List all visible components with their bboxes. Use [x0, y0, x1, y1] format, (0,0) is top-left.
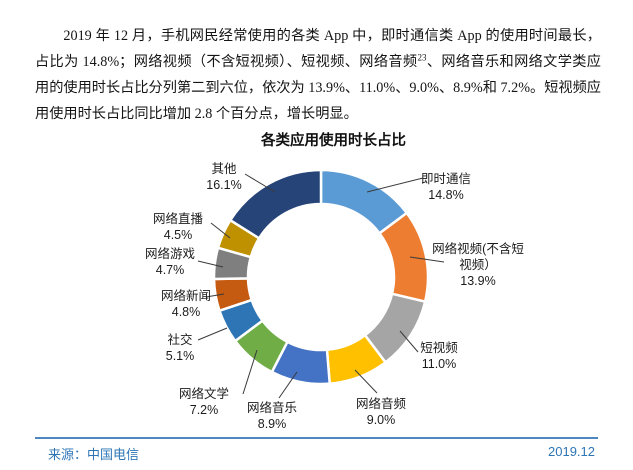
slice-label-percent: 4.5% [163, 228, 193, 242]
slice-label-name: 网络音频 [355, 397, 406, 411]
slice-label-percent: 11.0% [421, 357, 457, 371]
slice-label-name: 社交 [167, 333, 193, 347]
slice-label-percent: 13.9% [460, 274, 496, 288]
slice-label: 网络文学 7.2% [129, 386, 279, 418]
paragraph-superscript: 23 [417, 52, 427, 63]
leader-line [242, 349, 258, 395]
slice-label-percent: 4.8% [171, 305, 201, 319]
slice-label-percent: 8.9% [257, 417, 287, 431]
slice-label: 短视频 11.0% [364, 340, 514, 372]
leader-line [205, 293, 225, 298]
footer-source: 来源：中国电信 [48, 447, 140, 462]
leader-lines [197, 173, 445, 399]
report-paragraph: 2019 年 12 月，手机网民经常使用的各类 App 中，即时通信类 App … [35, 23, 601, 127]
slice-label-percent: 7.2% [189, 403, 219, 417]
slice-label-name: 网络游戏 [144, 247, 195, 261]
leader-line [366, 177, 424, 193]
slice-label: 网络音频 9.0% [306, 396, 456, 428]
slice-label-name: 其他 [211, 162, 237, 176]
slice-label-name: 即时通信 [420, 172, 471, 186]
slice-label-percent: 4.7% [155, 263, 185, 277]
slice-label: 其他 16.1% [149, 161, 299, 193]
slice-label: 网络视频(不含短 视频） 13.9% [403, 241, 553, 289]
slice-label-name: 网络视频(不含短 [432, 242, 524, 256]
paragraph-text-2: 、网络音乐和网络文学类应用的使用时长占比分列第二到六位，依次为 13.9%、11… [35, 54, 601, 123]
donut-slices [212, 168, 430, 386]
leader-line [197, 260, 224, 268]
leader-line [210, 222, 231, 239]
slice-label: 网络游戏 4.7% [95, 246, 245, 278]
slice-label-name: 短视频 [420, 341, 458, 355]
slice-label: 网络直播 4.5% [103, 211, 253, 243]
paragraph-text-1: 2019 年 12 月，手机网民经常使用的各类 App 中，即时通信类 App … [35, 28, 601, 71]
leader-line [278, 371, 298, 399]
leader-line [197, 327, 228, 341]
slice-label-name: 视频） [459, 258, 497, 272]
slice-label: 社交 5.1% [105, 332, 255, 364]
leader-line [244, 173, 276, 193]
leader-line [354, 369, 378, 394]
donut-slice [228, 168, 323, 240]
footer-rule [35, 437, 598, 439]
slice-label-percent: 16.1% [206, 178, 242, 192]
footer-date: 2019.12 [548, 444, 595, 459]
slice-label-percent: 5.1% [165, 349, 195, 363]
slice-label: 网络新闻 4.8% [111, 288, 261, 320]
slice-label: 网络音乐 8.9% [197, 400, 347, 432]
slice-label-name: 网络新闻 [160, 289, 211, 303]
leader-line [399, 330, 419, 353]
chart-title: 各类应用使用时长占比 [261, 133, 406, 149]
slice-label: 即时通信 14.8% [371, 171, 521, 203]
slice-label-name: 网络音乐 [246, 401, 297, 415]
slice-label-percent: 14.8% [428, 188, 464, 202]
leader-line [409, 256, 445, 263]
slice-label-percent: 9.0% [366, 413, 396, 427]
slice-label-name: 网络直播 [152, 212, 203, 226]
slice-label-name: 网络文学 [178, 387, 229, 401]
